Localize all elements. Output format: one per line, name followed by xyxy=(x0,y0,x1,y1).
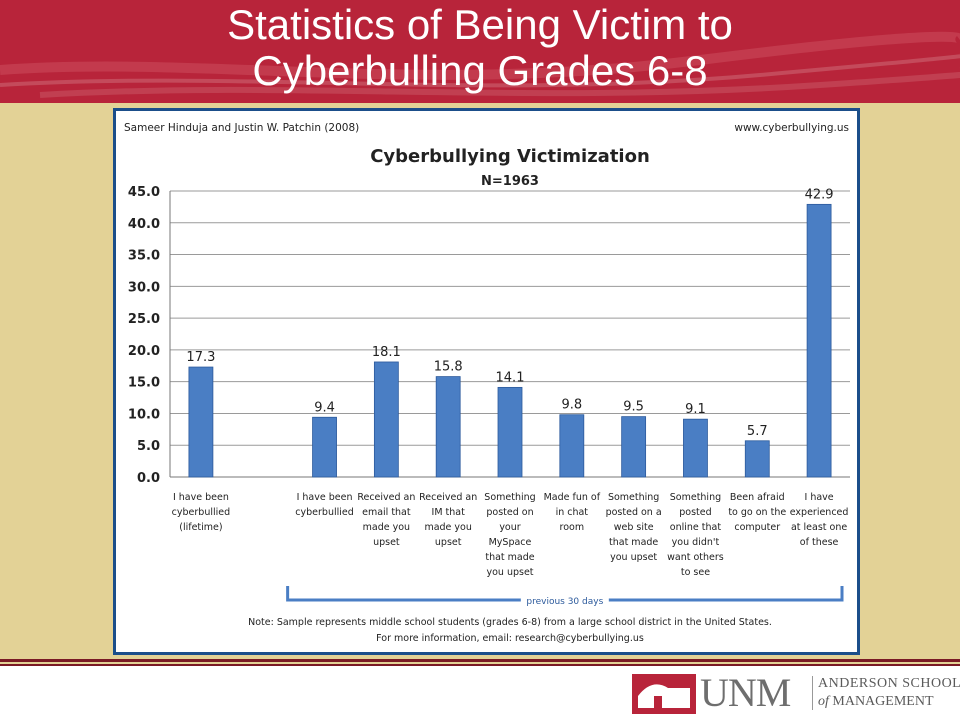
chart-source: Sameer Hinduja and Justin W. Patchin (20… xyxy=(124,122,359,134)
bar-value-label: 9.1 xyxy=(685,402,706,417)
x-category-label: at least one xyxy=(791,522,847,533)
x-category-label: Received an xyxy=(419,492,477,503)
x-category-label: email that xyxy=(362,507,411,518)
unm-building-icon xyxy=(632,674,696,714)
x-category-label: I have xyxy=(805,492,834,503)
chart-panel: Sameer Hinduja and Justin W. Patchin (20… xyxy=(116,111,857,652)
chart-note-line2: For more information, email: research@cy… xyxy=(376,633,644,644)
slide-title: Statistics of Being Victim to Cyberbulli… xyxy=(0,2,960,94)
logo-separator xyxy=(812,676,813,710)
x-category-label: Been afraid xyxy=(730,492,785,503)
x-category-label: want others xyxy=(667,552,724,563)
period-bracket-label-bg xyxy=(520,593,609,607)
x-category-label: web site xyxy=(614,522,654,533)
x-category-label: upset xyxy=(435,537,462,548)
bar-value-label: 15.8 xyxy=(434,360,463,375)
y-tick-label: 5.0 xyxy=(137,439,160,454)
y-tick-label: 15.0 xyxy=(128,376,160,391)
bar-value-label: 5.7 xyxy=(747,424,768,439)
logo-unm-text: UNM xyxy=(700,670,791,715)
logo-school-line2: of MANAGEMENT xyxy=(818,694,934,710)
y-tick-label: 0.0 xyxy=(137,471,160,486)
x-category-label: online that xyxy=(670,522,722,533)
x-category-label: upset xyxy=(373,537,400,548)
x-category-label: Received an xyxy=(357,492,415,503)
x-category-label: I have been xyxy=(297,492,353,503)
x-category-label: to go on the xyxy=(728,507,786,518)
chart-subtitle: N=1963 xyxy=(481,174,539,189)
period-bracket-label: previous 30 days xyxy=(526,597,603,607)
x-category-label: that made xyxy=(609,537,658,548)
y-tick-label: 30.0 xyxy=(128,280,160,295)
y-tick-label: 45.0 xyxy=(128,185,160,200)
chart-title: Cyberbullying Victimization xyxy=(370,146,650,167)
x-category-label: made you xyxy=(363,522,410,533)
bar-value-label: 18.1 xyxy=(372,345,401,360)
bar xyxy=(373,361,399,478)
footer-rule-bottom xyxy=(0,664,960,666)
x-category-label: Something xyxy=(670,492,721,503)
y-tick-label: 35.0 xyxy=(128,249,160,264)
banner-swoosh-decoration xyxy=(0,31,960,98)
bar-value-label: 9.5 xyxy=(623,400,644,415)
x-category-label: of these xyxy=(800,537,839,548)
bar xyxy=(188,366,214,478)
x-category-label: experienced xyxy=(790,507,849,518)
x-category-label: you upset xyxy=(486,567,533,578)
x-category-label: I have been xyxy=(173,492,229,503)
x-category-label: computer xyxy=(734,522,780,533)
bar xyxy=(435,376,461,478)
footer-area xyxy=(0,666,960,720)
x-category-label: room xyxy=(560,522,585,533)
x-category-label: posted on xyxy=(486,507,533,518)
slide-title-line1: Statistics of Being Victim to xyxy=(227,1,733,48)
x-category-label: you upset xyxy=(610,552,657,563)
y-tick-label: 25.0 xyxy=(128,312,160,327)
bar xyxy=(559,414,585,478)
bar xyxy=(806,203,832,478)
bar-value-label: 9.8 xyxy=(561,398,582,413)
bar xyxy=(497,386,523,478)
chart-website: www.cyberbullying.us xyxy=(734,122,849,134)
x-category-label: made you xyxy=(424,522,471,533)
x-category-label: cyberbullied xyxy=(172,507,230,518)
bar xyxy=(744,440,770,478)
logo-management-text: MANAGEMENT xyxy=(828,694,934,709)
x-category-label: posted on a xyxy=(606,507,662,518)
x-category-label: Something xyxy=(608,492,659,503)
slide-title-line2: Cyberbulling Grades 6-8 xyxy=(252,47,708,94)
y-tick-label: 20.0 xyxy=(128,344,160,359)
x-category-label: your xyxy=(499,522,520,533)
x-category-label: to see xyxy=(681,567,710,578)
y-tick-label: 10.0 xyxy=(128,407,160,422)
unm-anderson-logo: UNM ANDERSON SCHOOL of MANAGEMENT xyxy=(632,670,960,716)
x-category-label: you didn't xyxy=(672,537,720,548)
x-category-label: IM that xyxy=(432,507,466,518)
x-category-label: (lifetime) xyxy=(179,522,222,533)
x-category-label: Made fun of xyxy=(544,492,601,503)
x-category-label: posted xyxy=(679,507,711,518)
x-category-label: that made xyxy=(485,552,534,563)
footer-rule-top xyxy=(0,659,960,662)
chart-frame: Sameer Hinduja and Justin W. Patchin (20… xyxy=(113,108,860,655)
x-category-label: Something xyxy=(484,492,535,503)
bar xyxy=(683,418,708,478)
bar-chart: Sameer Hinduja and Justin W. Patchin (20… xyxy=(124,122,850,644)
logo-school-line1: ANDERSON SCHOOL xyxy=(818,676,960,691)
bar-value-label: 42.9 xyxy=(805,187,834,202)
y-tick-label: 40.0 xyxy=(128,217,160,232)
bar-value-label: 14.1 xyxy=(496,370,525,385)
x-category-label: MySpace xyxy=(489,537,532,548)
bar xyxy=(621,416,647,478)
chart-note-line1: Note: Sample represents middle school st… xyxy=(248,617,772,628)
bar-value-label: 9.4 xyxy=(314,400,335,415)
x-category-label: in chat xyxy=(556,507,589,518)
x-category-label: cyberbullied xyxy=(295,507,353,518)
title-banner xyxy=(0,0,960,103)
bar-value-label: 17.3 xyxy=(186,350,215,365)
logo-of-text: of xyxy=(818,694,829,709)
bar xyxy=(312,416,337,478)
